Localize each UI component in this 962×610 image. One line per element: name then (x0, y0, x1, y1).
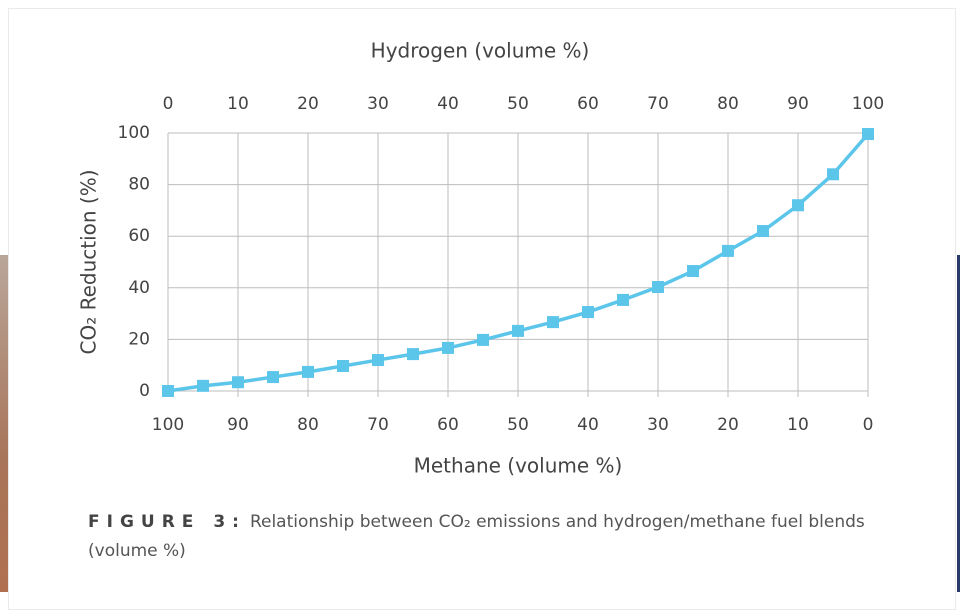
caption: FIGURE 3:Relationship between CO₂ emissi… (88, 508, 898, 566)
x-tick-label: 50 (507, 94, 529, 114)
marker (792, 199, 804, 211)
marker (407, 348, 419, 360)
x2-tick-label: 20 (717, 415, 739, 435)
caption-label: FIGURE 3: (88, 512, 246, 532)
marker (337, 360, 349, 372)
marker (232, 376, 244, 388)
y-tick-label: 60 (128, 226, 150, 246)
y-tick-label: 100 (118, 123, 150, 143)
y-axis-title: CO₂ Reduction (%) (77, 169, 101, 354)
x-tick-label: 90 (787, 94, 809, 114)
page: Hydrogen (volume %) Methane (volume %) C… (0, 0, 962, 592)
marker (687, 265, 699, 277)
y-tick-label: 20 (128, 329, 150, 349)
x-tick-label: 40 (437, 94, 459, 114)
x-tick-label: 70 (647, 94, 669, 114)
x2-tick-label: 100 (152, 415, 184, 435)
x-axis-title: Hydrogen (volume %) (371, 39, 590, 63)
marker (197, 380, 209, 392)
x-tick-label: 20 (297, 94, 319, 114)
marker (582, 306, 594, 318)
x-tick-label: 60 (577, 94, 599, 114)
marker (617, 294, 629, 306)
x2-tick-label: 40 (577, 415, 599, 435)
y-tick-label: 40 (128, 278, 150, 298)
marker (547, 316, 559, 328)
marker (302, 366, 314, 378)
marker (862, 128, 874, 140)
x2-tick-label: 80 (297, 415, 319, 435)
marker (722, 245, 734, 257)
x-tick-label: 30 (367, 94, 389, 114)
marker (162, 385, 174, 397)
x2-tick-label: 50 (507, 415, 529, 435)
x-tick-label: 0 (163, 94, 174, 114)
marker (757, 225, 769, 237)
marker (267, 371, 279, 383)
y-tick-label: 80 (128, 175, 150, 195)
x-tick-label: 80 (717, 94, 739, 114)
x2-tick-label: 30 (647, 415, 669, 435)
x2-tick-label: 60 (437, 415, 459, 435)
x2-tick-label: 90 (227, 415, 249, 435)
marker (512, 325, 524, 337)
x2-axis-title: Methane (volume %) (414, 454, 623, 478)
marker (477, 334, 489, 346)
y-tick-label: 0 (139, 381, 150, 401)
x2-tick-label: 10 (787, 415, 809, 435)
marker (827, 168, 839, 180)
marker (442, 342, 454, 354)
x-tick-label: 10 (227, 94, 249, 114)
x-tick-label: 100 (852, 94, 884, 114)
marker (652, 281, 664, 293)
chart: Hydrogen (volume %) Methane (volume %) C… (0, 0, 962, 592)
marker (372, 354, 384, 366)
x2-tick-label: 70 (367, 415, 389, 435)
x2-tick-label: 0 (863, 415, 874, 435)
